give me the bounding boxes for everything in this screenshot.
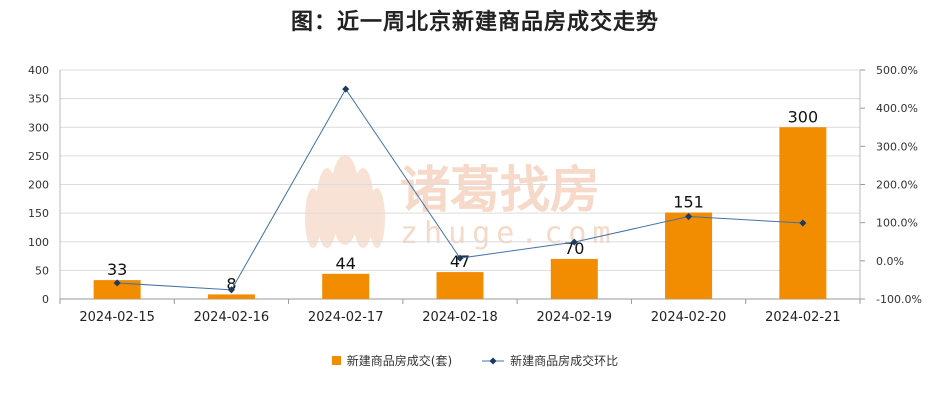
y-right-tick-label: 300.0% bbox=[876, 140, 918, 153]
y-right-tick-label: 400.0% bbox=[876, 102, 918, 115]
y-right-tick-label: 100.0% bbox=[876, 217, 918, 230]
bar-data-label: 44 bbox=[336, 254, 356, 273]
y-left-tick-label: 0 bbox=[42, 293, 49, 306]
x-tick-label: 2024-02-19 bbox=[537, 310, 613, 325]
x-tick-label: 2024-02-16 bbox=[194, 310, 270, 325]
legend: 新建商品房成交(套) 新建商品房成交环比 bbox=[0, 352, 950, 369]
y-left-tick-label: 350 bbox=[28, 93, 49, 106]
bar bbox=[322, 273, 370, 299]
y-right-tick-label: 500.0% bbox=[876, 64, 918, 77]
x-tick-label: 2024-02-17 bbox=[308, 310, 384, 325]
line-point bbox=[227, 286, 235, 294]
y-right-tick-label: -100.0% bbox=[876, 293, 922, 306]
watermark-brand: 诸葛找房 bbox=[400, 161, 600, 219]
watermark-petal bbox=[305, 188, 321, 248]
watermark-petal bbox=[369, 188, 385, 248]
y-left-tick-label: 250 bbox=[28, 150, 49, 163]
line-point bbox=[113, 279, 121, 287]
bar-data-label: 70 bbox=[564, 239, 584, 258]
chart-title: 图：近一周北京新建商品房成交走势 bbox=[290, 10, 659, 35]
bar-data-label: 151 bbox=[673, 193, 704, 212]
bar-data-label: 33 bbox=[107, 260, 127, 279]
x-tick-label: 2024-02-15 bbox=[79, 310, 155, 325]
y-left-tick-label: 200 bbox=[28, 179, 49, 192]
bar bbox=[779, 127, 827, 299]
bar bbox=[436, 272, 484, 299]
legend-bar-label: 新建商品房成交(套) bbox=[346, 354, 453, 368]
line-point bbox=[570, 238, 578, 246]
y-left-tick-label: 50 bbox=[35, 264, 49, 277]
line-point bbox=[685, 213, 693, 221]
bar bbox=[93, 280, 141, 299]
line-point bbox=[342, 85, 350, 93]
y-left-tick-label: 150 bbox=[28, 207, 49, 220]
legend-line-swatch bbox=[482, 356, 505, 365]
x-tick-label: 2024-02-21 bbox=[765, 310, 841, 325]
bar bbox=[550, 258, 598, 299]
y-left-tick-label: 400 bbox=[28, 64, 49, 77]
watermark-logo-icon bbox=[305, 155, 385, 248]
watermark-petal bbox=[316, 168, 338, 248]
bar bbox=[207, 294, 255, 299]
x-tick-label: 2024-02-20 bbox=[651, 310, 727, 325]
legend-bar-swatch bbox=[331, 356, 341, 365]
line-point bbox=[456, 254, 464, 262]
y-right-tick-label: 200.0% bbox=[876, 179, 918, 192]
line-point bbox=[799, 219, 807, 227]
legend-item-line: 新建商品房成交环比 bbox=[482, 352, 618, 369]
bar-data-label: 8 bbox=[226, 274, 236, 293]
watermark-petal bbox=[330, 155, 360, 245]
x-tick-label: 2024-02-18 bbox=[422, 310, 498, 325]
bar-data-label: 300 bbox=[788, 107, 819, 126]
bar bbox=[665, 212, 713, 299]
watermark-petal bbox=[352, 168, 374, 248]
legend-item-bar: 新建商品房成交(套) bbox=[331, 352, 453, 369]
y-left-tick-label: 300 bbox=[28, 121, 49, 134]
y-left-tick-label: 100 bbox=[28, 236, 49, 249]
y-right-tick-label: 0.0% bbox=[876, 255, 904, 268]
legend-line-label: 新建商品房成交环比 bbox=[510, 354, 619, 368]
